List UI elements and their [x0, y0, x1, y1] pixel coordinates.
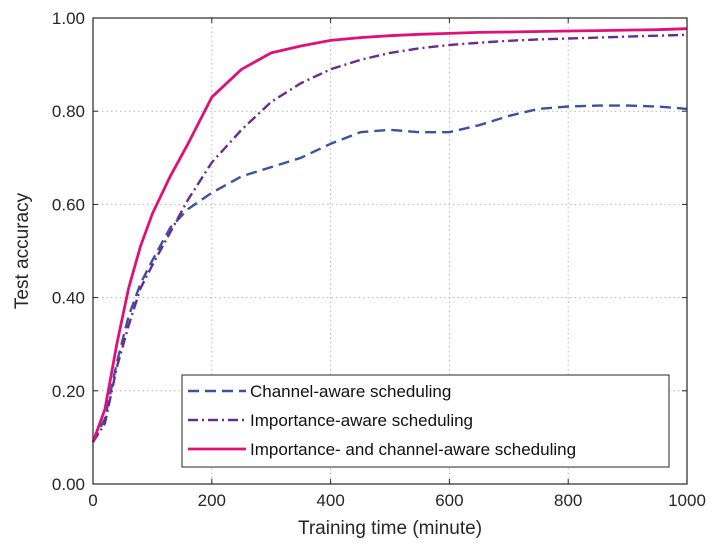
series-line-importance-and-channel-aware	[91, 27, 688, 443]
plot-frame	[92, 17, 688, 485]
x-tick-label: 600	[435, 491, 463, 510]
y-axis-label: Test accuracy	[12, 192, 33, 309]
y-tick-label: 0.80	[52, 102, 85, 121]
y-tick-label: 0.40	[52, 289, 85, 308]
legend-box	[181, 374, 670, 468]
y-tick-label: 1.00	[52, 9, 85, 28]
series-layer	[91, 27, 688, 443]
axis-ticks: 0 200 400 600 800 1000 0.00 0.20 0.40 0.60 0.80 1.0…	[52, 9, 706, 510]
x-tick-label: 200	[198, 491, 226, 510]
x-tick-label: 0	[88, 491, 97, 510]
x-tick-label: 400	[316, 491, 344, 510]
y-tick-label: 0.20	[52, 382, 85, 401]
x-tick-label: 800	[554, 491, 582, 510]
y-tick-label: 0.60	[52, 195, 85, 214]
legend: Channel-aware scheduling Importance-awar…	[181, 374, 670, 468]
legend-label-importance-aware: Importance-aware scheduling	[250, 411, 473, 430]
x-tick-label: 1000	[668, 491, 706, 510]
series-line-channel-aware	[91, 104, 688, 443]
legend-label-importance-and-channel-aware: Importance- and channel-aware scheduling	[250, 440, 576, 459]
y-tick-label: 0.00	[52, 475, 85, 494]
legend-label-channel-aware: Channel-aware scheduling	[250, 382, 451, 401]
series-line-importance-aware	[91, 33, 688, 443]
x-axis-label: Training time (minute)	[298, 518, 482, 539]
